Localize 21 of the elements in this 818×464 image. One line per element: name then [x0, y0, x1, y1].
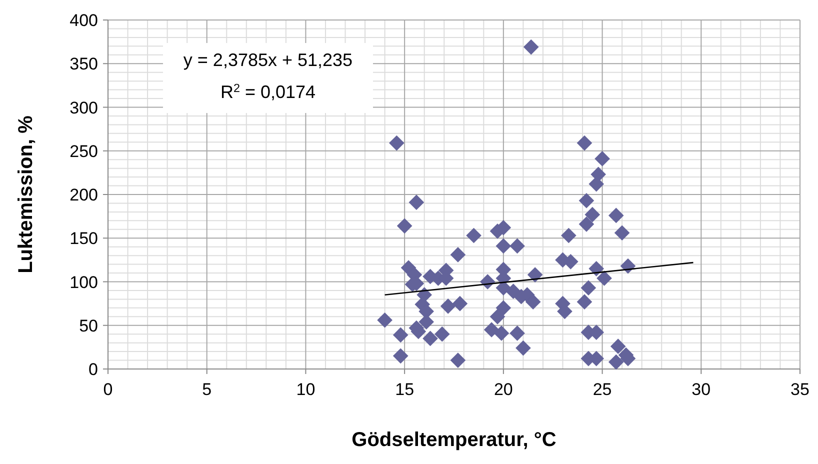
annotation: R$^{2}$ = 0,0174 [220, 82, 316, 102]
x-tick-label: 10 [296, 380, 316, 399]
y-tick-label: 50 [79, 316, 98, 336]
x-tick-label: 0 [103, 380, 113, 399]
x-tick-label: 5 [202, 380, 212, 399]
y-tick-label: 400 [70, 11, 98, 30]
x-tick-label: 35 [790, 380, 810, 399]
x-tick-label: 25 [592, 380, 612, 399]
x-tick-label: 30 [692, 380, 711, 399]
y-tick-label: 100 [70, 272, 98, 292]
y-tick-label: 150 [70, 229, 98, 248]
x-axis-title: Gödseltemperatur, °C [352, 429, 556, 451]
y-axis-title: Luktemission, % [15, 115, 37, 274]
y-tick-label: 250 [70, 142, 98, 161]
annotation: y = 2,3785x + 51,235 [183, 50, 353, 70]
y-tick-label: 300 [70, 98, 98, 118]
x-tick-label: 20 [494, 380, 513, 399]
x-tick-label: 15 [395, 380, 414, 399]
y-tick-label: 200 [70, 186, 98, 204]
y-tick-label: 0 [88, 360, 98, 379]
y-tick-label: 350 [70, 54, 98, 74]
